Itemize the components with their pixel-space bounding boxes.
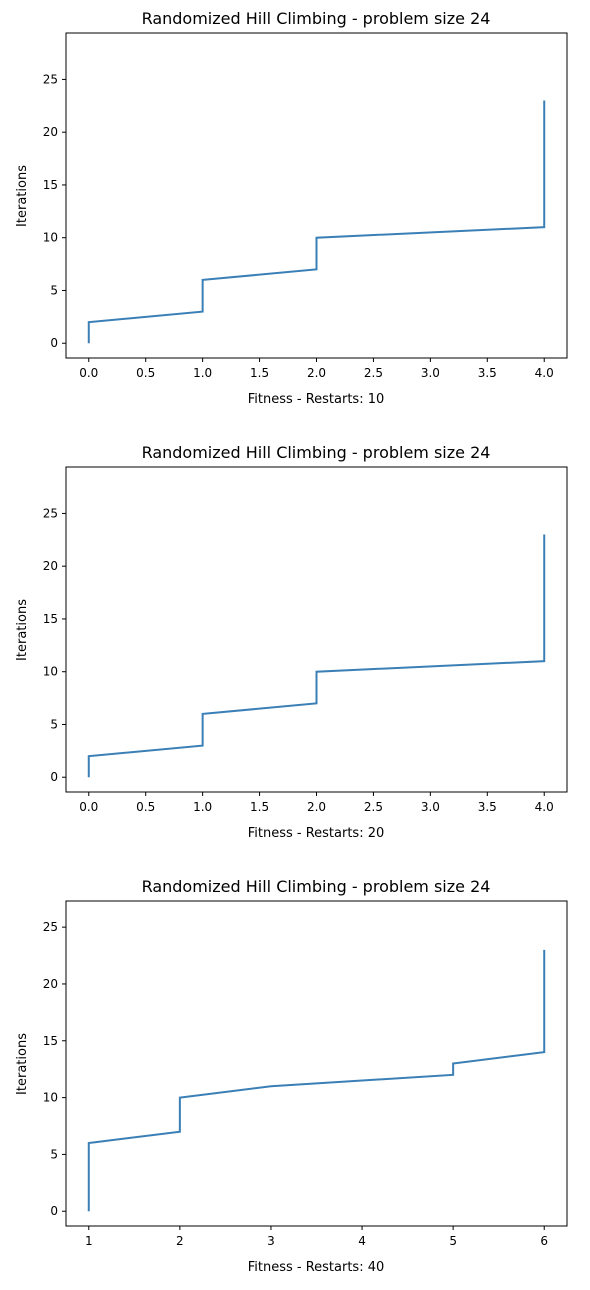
chart-3-title: Randomized Hill Climbing - problem size … [142,877,491,896]
chart-1-y-tick-label: 25 [43,72,58,86]
chart-3-x-tick-label: 4 [358,1234,366,1248]
chart-2-y-tick-label: 15 [43,612,58,626]
chart-2: Randomized Hill Climbing - problem size … [15,443,568,841]
chart-2-ylabel: Iterations [15,599,30,661]
chart-1-y-tick-label: 0 [50,336,58,350]
chart-2-y-ticks: 0 5 10 15 20 25 [43,506,66,784]
chart-1-title: Randomized Hill Climbing - problem size … [142,9,491,28]
chart-1-plot-area [65,32,568,359]
chart-3-plot-area [65,900,568,1227]
chart-1-x-tick-label: 3.0 [421,366,440,380]
chart-3-ylabel: Iterations [15,1033,30,1095]
chart-1-y-tick-label: 20 [43,125,58,139]
chart-3-x-tick-label: 2 [176,1234,184,1248]
chart-2-x-tick-label: 0.0 [79,800,98,814]
chart-2-y-tick-label: 10 [43,665,58,679]
chart-1-x-tick-label: 1.5 [250,366,269,380]
chart-2-x-tick-label: 4.0 [535,800,554,814]
chart-1-x-tick-label: 1.0 [193,366,212,380]
chart-3-y-tick-label: 10 [43,1091,58,1105]
chart-3-x-tick-label: 6 [540,1234,548,1248]
chart-3-x-tick-label: 1 [85,1234,93,1248]
chart-3-x-ticks: 1 2 3 4 5 6 [85,1226,548,1248]
chart-2-plot-area [65,466,568,793]
chart-3-y-tick-label: 0 [50,1204,58,1218]
chart-1-y-tick-label: 5 [50,283,58,297]
chart-1-y-tick-label: 10 [43,231,58,245]
chart-2-x-ticks: 0.0 0.5 1.0 1.5 2.0 2.5 3.0 3.5 4.0 [79,792,554,814]
chart-3-y-tick-label: 20 [43,977,58,991]
chart-2-y-tick-label: 20 [43,559,58,573]
chart-1-x-tick-label: 0.5 [136,366,155,380]
chart-1-x-ticks: 0.0 0.5 1.0 1.5 2.0 2.5 3.0 3.5 4.0 [79,358,554,380]
chart-2-x-tick-label: 3.5 [478,800,497,814]
chart-2-x-tick-label: 1.0 [193,800,212,814]
chart-1: Randomized Hill Climbing - problem size … [15,9,568,407]
chart-2-x-tick-label: 0.5 [136,800,155,814]
chart-1-series-line [87,100,546,344]
chart-1-x-tick-label: 2.5 [364,366,383,380]
chart-3-y-tick-label: 15 [43,1034,58,1048]
chart-3-series-line [87,949,546,1212]
chart-1-x-tick-label: 2.0 [307,366,326,380]
chart-2-xlabel: Fitness - Restarts: 20 [248,826,385,841]
chart-3-xlabel: Fitness - Restarts: 40 [248,1260,385,1275]
chart-2-y-tick-label: 5 [50,717,58,731]
chart-1-xlabel: Fitness - Restarts: 10 [248,392,385,407]
chart-3-x-tick-label: 3 [267,1234,275,1248]
chart-2-y-tick-label: 25 [43,506,58,520]
chart-1-x-tick-label: 4.0 [535,366,554,380]
chart-3-x-tick-label: 5 [449,1234,457,1248]
chart-3-y-tick-label: 25 [43,920,58,934]
chart-1-x-tick-label: 0.0 [79,366,98,380]
chart-1-ylabel: Iterations [15,165,30,227]
chart-2-x-tick-label: 2.5 [364,800,383,814]
chart-3-y-ticks: 0 5 10 15 20 25 [43,920,66,1218]
chart-2-x-tick-label: 3.0 [421,800,440,814]
chart-2-series-line [87,534,546,778]
chart-3: Randomized Hill Climbing - problem size … [15,877,568,1275]
chart-3-y-tick-label: 5 [50,1147,58,1161]
chart-1-y-tick-label: 15 [43,178,58,192]
chart-2-y-tick-label: 0 [50,770,58,784]
chart-2-x-tick-label: 2.0 [307,800,326,814]
chart-1-x-tick-label: 3.5 [478,366,497,380]
chart-1-y-ticks: 0 5 10 15 20 25 [43,72,66,350]
chart-2-x-tick-label: 1.5 [250,800,269,814]
chart-2-title: Randomized Hill Climbing - problem size … [142,443,491,462]
